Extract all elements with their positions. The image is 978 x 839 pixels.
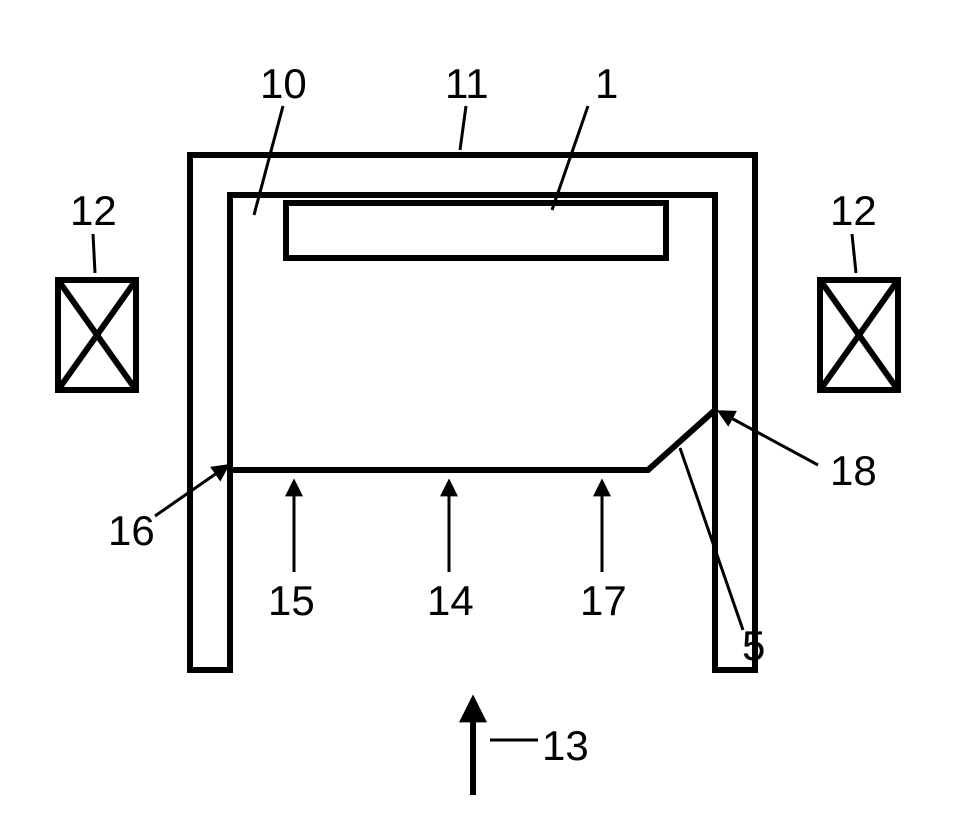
label-12: 12 [70, 187, 117, 234]
label-17: 17 [580, 577, 627, 624]
inner-slab [286, 203, 666, 258]
leader-12-right [852, 234, 856, 273]
label-16: 16 [108, 507, 155, 554]
leader-11 [460, 106, 466, 150]
label-1: 1 [595, 60, 618, 107]
leader-10 [254, 106, 283, 215]
label-12: 12 [830, 187, 877, 234]
label-11: 11 [445, 60, 489, 107]
label-5: 5 [742, 622, 765, 669]
coil-left [58, 280, 136, 390]
label-13: 13 [542, 722, 589, 769]
leader-12-left [93, 234, 95, 273]
leader-5 [680, 448, 743, 630]
coil-right [820, 280, 898, 390]
lower-wire [230, 410, 715, 470]
label-18: 18 [830, 447, 877, 494]
label-14: 14 [427, 577, 474, 624]
label-10: 10 [260, 60, 307, 107]
label-15: 15 [268, 577, 315, 624]
leader-18 [720, 412, 818, 465]
